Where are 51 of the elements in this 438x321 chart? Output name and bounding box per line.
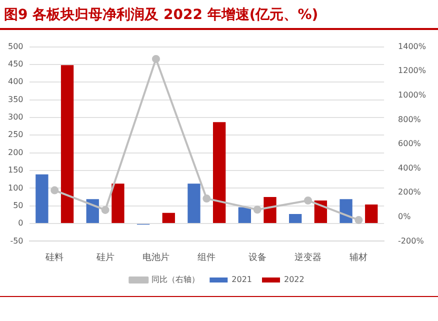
point [354,216,363,224]
point [202,194,211,203]
y2-tick-label: 400% [398,163,422,172]
x-tick-label: 逆变器 [294,252,322,263]
bar [60,65,74,224]
y-tick-label: -50 [10,236,24,246]
point [101,206,110,214]
x-tick-label: 硅片 [95,252,114,263]
bar [340,199,352,224]
legend-label: 2021 [232,275,252,284]
chart-title: 图9 各板块归母净利润及 2022 年增速(亿元、%) [4,6,318,24]
x-tick-label: 辅材 [350,252,368,263]
bar [365,204,378,224]
point [152,54,160,63]
y2-tick-label: 0% [398,212,412,221]
y2-tick-label: 800% [398,114,422,124]
point [50,186,59,194]
y-tick-label: 200 [8,148,24,157]
bar [188,184,200,224]
bar [289,214,302,224]
x-tick-label: 组件 [198,252,216,263]
y-tick-label: 0 [18,218,24,228]
bar [212,122,226,224]
y-tick-label: 50 [13,200,24,210]
y-tick-label: 300 [8,112,24,122]
y2-tick-label: 200% [398,188,422,197]
bar [162,212,175,224]
bar [86,199,99,224]
y-tick-label: 400 [8,77,24,86]
legend-label: 2022 [284,275,304,284]
bar [112,184,124,224]
y2-tick-label: 1400% [398,42,426,51]
point [304,196,312,204]
y-tick-label: 100 [8,183,24,192]
y-tick-label: 450 [8,60,24,69]
point [253,206,262,214]
y-tick-label: 350 [8,94,24,104]
x-tick-label: 设备 [248,252,266,263]
y-tick-label: 250 [8,130,24,140]
bar [36,174,48,224]
x-tick-label: 硅料 [44,252,64,263]
bar [264,197,276,224]
x-tick-label: 电池片 [142,252,170,263]
y2-tick-label: 600% [398,139,422,148]
bar [238,207,251,224]
y2-tick-label: 1000% [398,90,426,100]
y2-tick-label: 1200% [398,66,426,76]
y2-tick-label: -200% [398,236,424,246]
y-tick-label: 150 [8,166,24,175]
y-tick-label: 500 [8,42,24,51]
legend-label: 同比（右轴） [152,275,200,284]
